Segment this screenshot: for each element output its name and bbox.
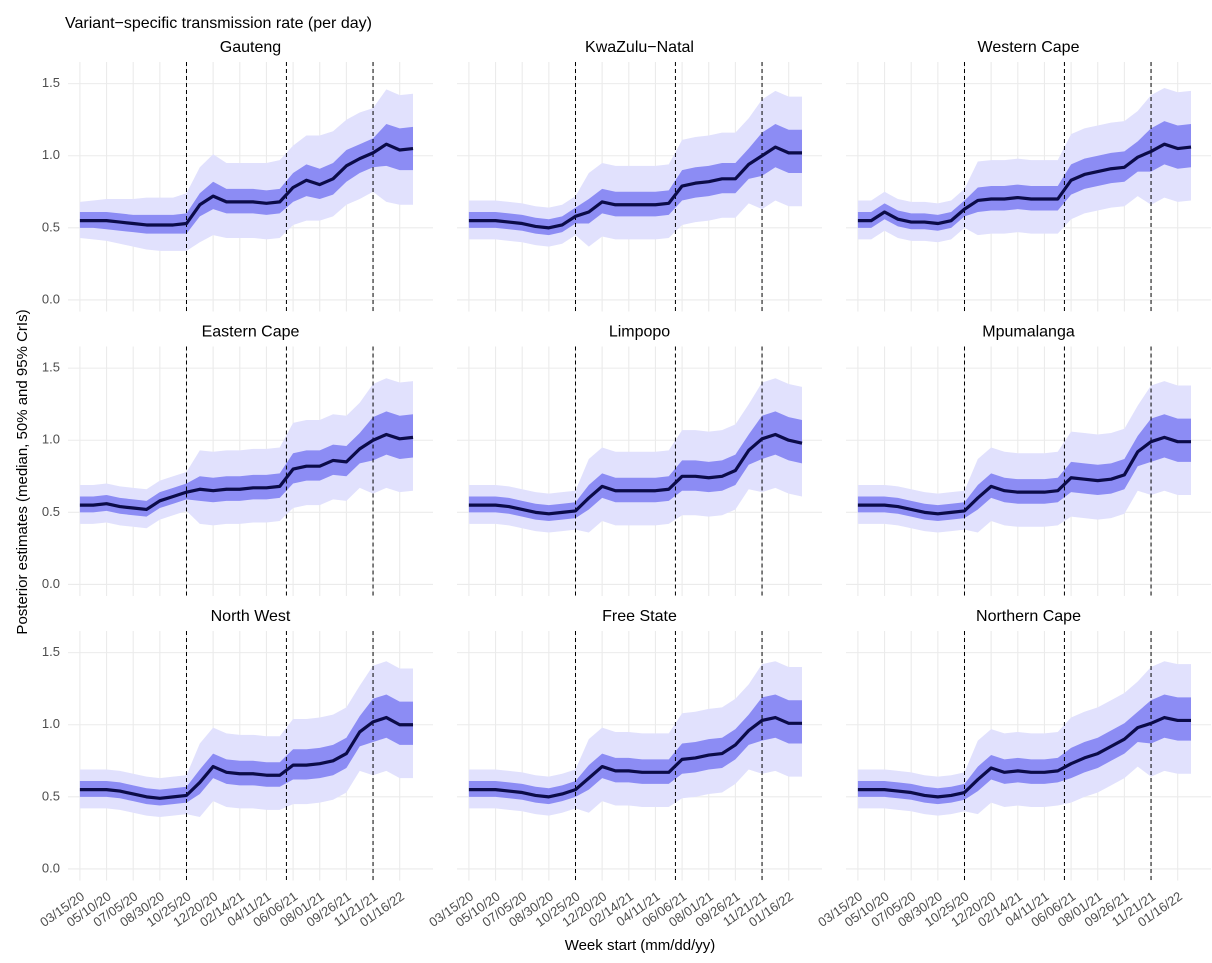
ci95-band — [79, 89, 414, 251]
y-tick-label: 1.5 — [42, 644, 60, 659]
ci50-band — [857, 414, 1192, 522]
panel: Mpumalanga — [846, 324, 1211, 596]
panel-title: Eastern Cape — [202, 324, 300, 341]
ci50-band — [857, 694, 1192, 805]
median-line — [468, 432, 803, 516]
panel: Northern Cape03/15/2005/10/2007/05/2008/… — [815, 608, 1211, 930]
ci95-band — [857, 87, 1192, 243]
y-tick-label: 0.0 — [42, 291, 60, 306]
ci50-band — [79, 694, 414, 806]
ci95-band — [79, 661, 414, 818]
median-line — [79, 715, 414, 800]
panel: KwaZulu−Natal — [457, 39, 822, 312]
panel: Western Cape — [846, 39, 1211, 312]
ci95-band — [468, 661, 803, 816]
ci50-band — [468, 694, 803, 805]
panel-title: Free State — [602, 608, 677, 625]
panel: Limpopo — [457, 324, 822, 596]
panel: North West0.00.51.01.503/15/2005/10/2007… — [37, 608, 433, 930]
chart-title: Variant−specific transmission rate (per … — [65, 15, 372, 32]
median-line — [79, 432, 414, 512]
y-tick-label: 1.0 — [42, 147, 60, 162]
median-line — [79, 142, 414, 227]
ci95-band — [857, 381, 1192, 533]
panel: Eastern Cape 0.0 0.5 1.0 1.5 — [42, 324, 433, 596]
panel-title: North West — [211, 608, 291, 625]
panel-title: Gauteng — [220, 39, 281, 56]
ci95-band — [857, 661, 1192, 816]
ci50-band — [468, 411, 803, 522]
median-line — [857, 142, 1192, 226]
ci50-band — [857, 121, 1192, 231]
median-line — [468, 715, 803, 799]
panel-title: KwaZulu−Natal — [585, 39, 694, 56]
x-axis-label: Week start (mm/dd/yy) — [565, 937, 716, 954]
ci95-band — [468, 378, 803, 533]
ci95-band — [468, 90, 803, 247]
panel-title: Western Cape — [978, 39, 1080, 56]
y-tick-label: 1.0 — [42, 716, 60, 731]
y-tick-label: 0.0 — [42, 576, 60, 591]
median-line — [857, 435, 1192, 516]
y-tick-label: 0.5 — [42, 504, 60, 519]
y-tick-label: 1.0 — [42, 432, 60, 447]
y-tick-label: 0.0 — [42, 860, 60, 875]
median-line — [857, 715, 1192, 799]
y-axis-label: Posterior estimates (median, 50% and 95%… — [14, 309, 31, 634]
panel-title: Limpopo — [609, 324, 670, 341]
y-tick-label: 0.5 — [42, 219, 60, 234]
panel: Gauteng 0.0 0.5 1.0 1.5 — [42, 39, 433, 312]
ci95-band — [79, 378, 414, 529]
panel: Free State03/15/2005/10/2007/05/2008/30/… — [426, 608, 822, 930]
panel-title: Mpumalanga — [982, 324, 1075, 341]
y-tick-label: 1.5 — [42, 75, 60, 90]
median-line — [468, 145, 803, 230]
y-tick-label: 1.5 — [42, 360, 60, 375]
y-tick-label: 0.5 — [42, 788, 60, 803]
panel-title: Northern Cape — [976, 608, 1081, 625]
